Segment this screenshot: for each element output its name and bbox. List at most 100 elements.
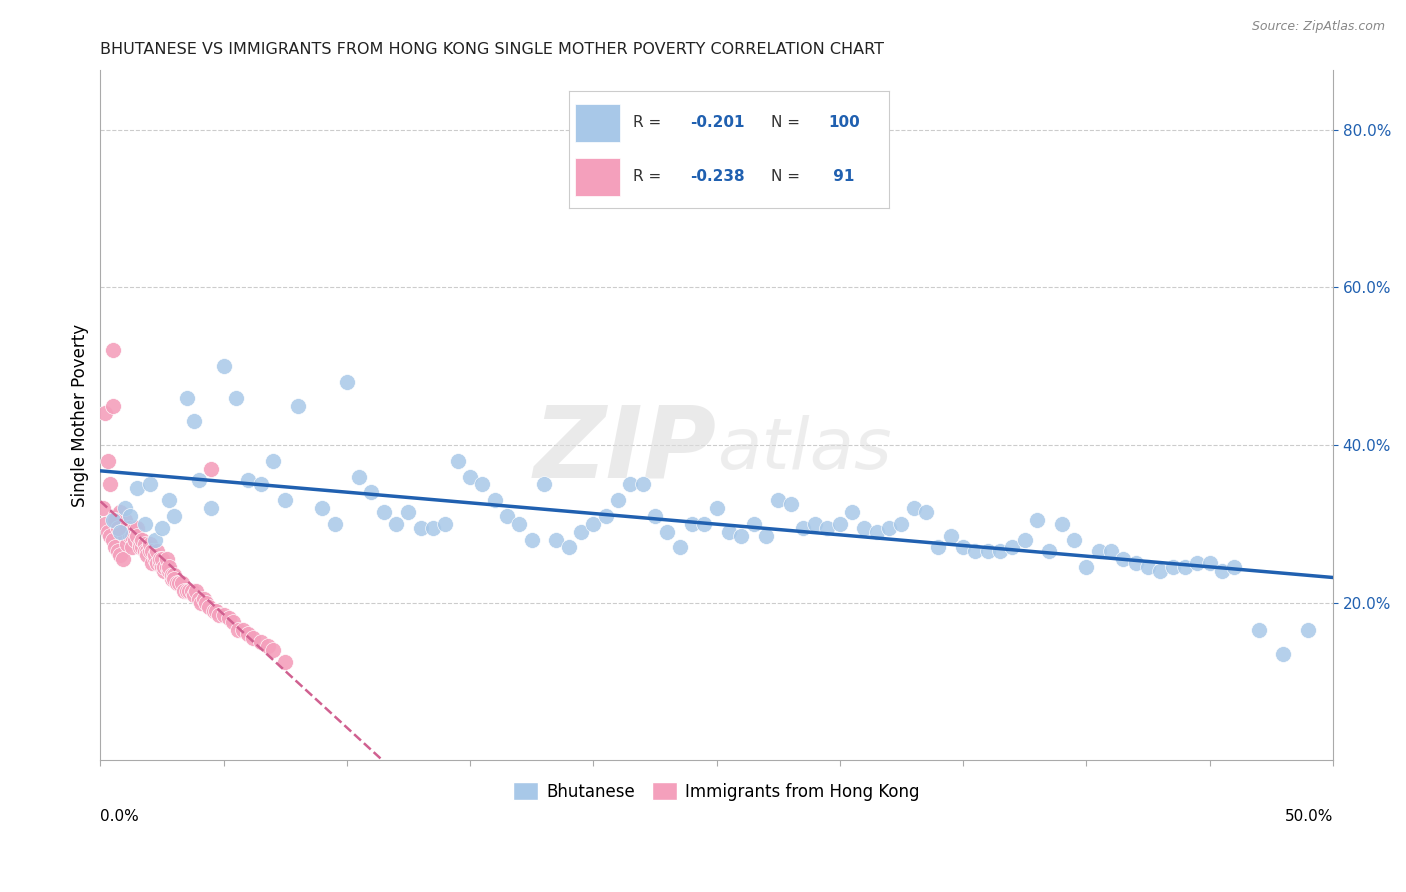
Point xyxy=(180,583,202,598)
Point xyxy=(1247,624,1270,638)
Point xyxy=(287,399,309,413)
Legend: Bhutanese, Immigrants from Hong Kong: Bhutanese, Immigrants from Hong Kong xyxy=(506,776,927,807)
Point xyxy=(496,508,519,523)
Point xyxy=(792,521,814,535)
Point xyxy=(104,508,127,523)
Point xyxy=(128,536,150,550)
Point xyxy=(101,533,124,547)
Point xyxy=(114,501,136,516)
Point xyxy=(730,529,752,543)
Point xyxy=(232,624,254,638)
Point xyxy=(1198,556,1220,570)
Point xyxy=(1001,541,1024,555)
Point xyxy=(447,454,470,468)
Point xyxy=(1223,560,1246,574)
Point xyxy=(128,541,150,555)
Point xyxy=(160,572,183,586)
Point xyxy=(1038,544,1060,558)
Point xyxy=(262,643,284,657)
Point xyxy=(631,477,654,491)
Point xyxy=(939,529,962,543)
Point xyxy=(742,516,765,531)
Point xyxy=(1063,533,1085,547)
Point xyxy=(108,524,131,539)
Point xyxy=(193,591,215,606)
Point xyxy=(138,477,160,491)
Point xyxy=(170,576,193,591)
Point xyxy=(160,568,183,582)
Point xyxy=(183,414,205,428)
Point xyxy=(508,516,530,531)
Point xyxy=(952,541,974,555)
Point xyxy=(1211,564,1233,578)
Point xyxy=(173,583,195,598)
Point xyxy=(693,516,716,531)
Point xyxy=(208,607,231,622)
Point xyxy=(200,501,222,516)
Point xyxy=(163,572,186,586)
Point xyxy=(101,513,124,527)
Point xyxy=(607,493,630,508)
Point xyxy=(1187,556,1209,570)
Point xyxy=(569,524,592,539)
Point xyxy=(118,508,141,523)
Point xyxy=(841,505,863,519)
Point xyxy=(202,604,225,618)
Point xyxy=(150,552,173,566)
Point xyxy=(117,536,139,550)
Text: 0.0%: 0.0% xyxy=(100,809,139,823)
Text: Source: ZipAtlas.com: Source: ZipAtlas.com xyxy=(1251,20,1385,33)
Point xyxy=(218,611,240,625)
Point xyxy=(134,536,156,550)
Point xyxy=(138,536,160,550)
Point xyxy=(877,521,900,535)
Point xyxy=(988,544,1011,558)
Point xyxy=(242,631,264,645)
Point xyxy=(114,529,136,543)
Point xyxy=(104,541,127,555)
Point xyxy=(595,508,617,523)
Point xyxy=(434,516,457,531)
Point xyxy=(121,529,143,543)
Point xyxy=(1136,560,1159,574)
Point xyxy=(148,552,170,566)
Point xyxy=(153,564,176,578)
Point xyxy=(153,560,176,574)
Point xyxy=(124,533,146,547)
Point xyxy=(167,576,190,591)
Point xyxy=(190,596,212,610)
Point xyxy=(107,521,129,535)
Point xyxy=(146,544,169,558)
Point xyxy=(176,391,198,405)
Point xyxy=(1112,552,1135,566)
Point xyxy=(965,544,987,558)
Point xyxy=(360,485,382,500)
Point xyxy=(131,541,153,555)
Point xyxy=(187,474,209,488)
Point xyxy=(97,454,120,468)
Point xyxy=(91,501,114,516)
Text: atlas: atlas xyxy=(717,416,891,484)
Point xyxy=(262,454,284,468)
Point xyxy=(127,521,149,535)
Text: ZIP: ZIP xyxy=(533,401,717,499)
Point xyxy=(138,544,160,558)
Point xyxy=(915,505,938,519)
Point xyxy=(108,549,131,563)
Point xyxy=(347,469,370,483)
Point xyxy=(238,627,260,641)
Point xyxy=(619,477,641,491)
Point xyxy=(274,655,297,669)
Point xyxy=(157,493,180,508)
Point xyxy=(127,481,149,495)
Point xyxy=(385,516,408,531)
Point xyxy=(257,639,280,653)
Point xyxy=(157,560,180,574)
Point xyxy=(176,583,198,598)
Point xyxy=(228,624,250,638)
Point xyxy=(398,505,420,519)
Point xyxy=(114,513,136,527)
Point xyxy=(817,521,839,535)
Point xyxy=(336,375,359,389)
Point xyxy=(1076,560,1098,574)
